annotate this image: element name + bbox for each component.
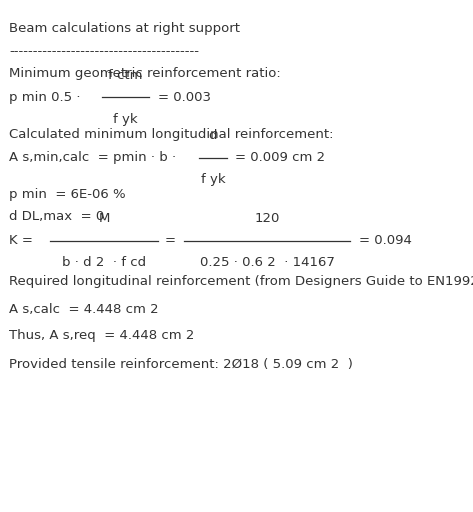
Text: =: = [165,234,176,247]
Text: = 0.094: = 0.094 [359,234,412,247]
Text: Thus, A s,req  = 4.448 cm 2: Thus, A s,req = 4.448 cm 2 [9,329,195,342]
Text: f ctm: f ctm [108,69,142,82]
Text: 120: 120 [254,212,280,225]
Text: A s,calc  = 4.448 cm 2: A s,calc = 4.448 cm 2 [9,303,159,316]
Text: f yk: f yk [201,173,225,186]
Text: Required longitudinal reinforcement (from Designers Guide to EN1992-1-1): Required longitudinal reinforcement (fro… [9,275,473,288]
Text: d DL,max  = 0: d DL,max = 0 [9,210,105,223]
Text: = 0.003: = 0.003 [158,91,211,104]
Text: b · d 2  · f cd: b · d 2 · f cd [62,256,146,269]
Text: f yk: f yk [113,113,138,125]
Text: Provided tensile reinforcement: 2Ø18 ( 5.09 cm 2  ): Provided tensile reinforcement: 2Ø18 ( 5… [9,358,353,371]
Text: A s,min,calc  = pmin · b ·: A s,min,calc = pmin · b · [9,151,176,164]
Text: K =: K = [9,234,37,247]
Text: Beam calculations at right support: Beam calculations at right support [9,22,240,34]
Text: M: M [98,212,110,225]
Text: p min  = 6E-06 %: p min = 6E-06 % [9,188,126,201]
Text: d: d [209,130,217,142]
Text: Minimum geometric reinforcement ratio:: Minimum geometric reinforcement ratio: [9,67,281,79]
Text: ----------------------------------------: ---------------------------------------- [9,45,200,58]
Text: p min 0.5 ·: p min 0.5 · [9,91,81,104]
Text: Calculated minimum longitudinal reinforcement:: Calculated minimum longitudinal reinforc… [9,128,334,141]
Text: = 0.009 cm 2: = 0.009 cm 2 [235,151,325,164]
Text: 0.25 · 0.6 2  · 14167: 0.25 · 0.6 2 · 14167 [200,256,335,269]
